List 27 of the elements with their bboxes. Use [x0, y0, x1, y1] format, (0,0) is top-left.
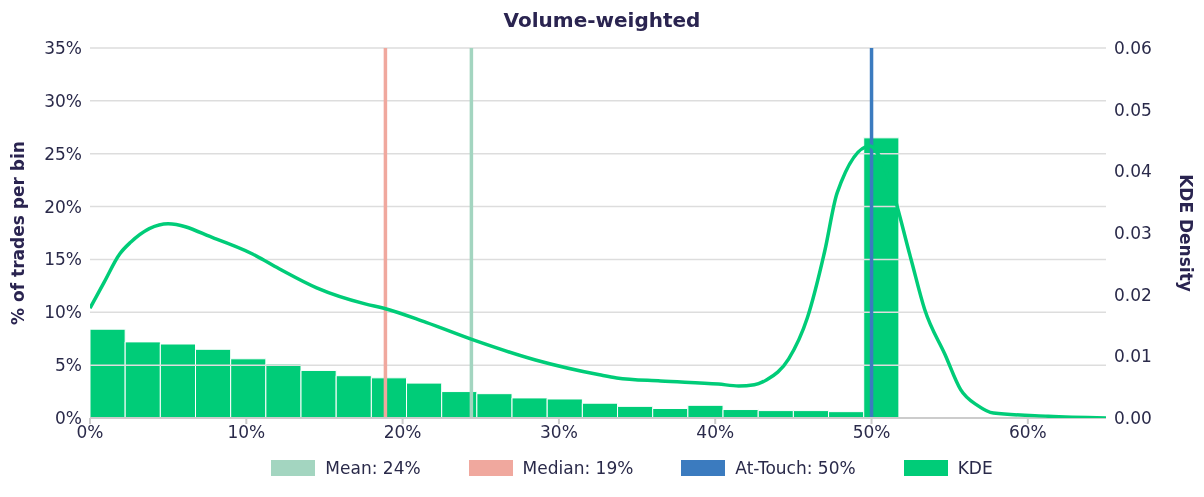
legend-label: KDE: [957, 458, 993, 478]
y-tick-label: 10%: [44, 302, 82, 323]
x-tick-label: 10%: [227, 422, 266, 443]
y-tick-label: 20%: [44, 196, 82, 217]
legend-label: Median: 19%: [522, 458, 634, 478]
y2-axis-title: KDE Density: [1175, 174, 1196, 292]
y-tick-label: 15%: [44, 249, 82, 270]
y-tick-label: 25%: [44, 143, 82, 164]
y2-tick-label: 0.00: [1114, 408, 1152, 429]
y2-tick-label: 0.06: [1114, 38, 1152, 59]
x-tick-label: 40%: [696, 422, 735, 443]
y2-tick-label: 0.05: [1114, 99, 1152, 120]
x-tick-label: 30%: [540, 422, 578, 443]
y-tick-label: 30%: [44, 90, 82, 111]
y-tick-label: 5%: [55, 355, 82, 376]
x-tick-label: 50%: [852, 422, 891, 443]
legend-label: Mean: 24%: [325, 458, 421, 478]
y2-tick-label: 0.03: [1114, 223, 1152, 244]
y2-tick-label: 0.01: [1114, 346, 1152, 367]
legend-label: At-Touch: 50%: [735, 458, 856, 478]
y2-tick-label: 0.04: [1114, 161, 1152, 182]
y-axis-title: % of trades per bin: [8, 141, 29, 325]
y-tick-label: 35%: [44, 38, 82, 59]
x-tick-label: 60%: [1008, 422, 1047, 443]
y2-tick-label: 0.02: [1114, 284, 1152, 305]
x-tick-label: 20%: [383, 422, 422, 443]
chart-title: Volume-weighted: [502, 8, 702, 34]
